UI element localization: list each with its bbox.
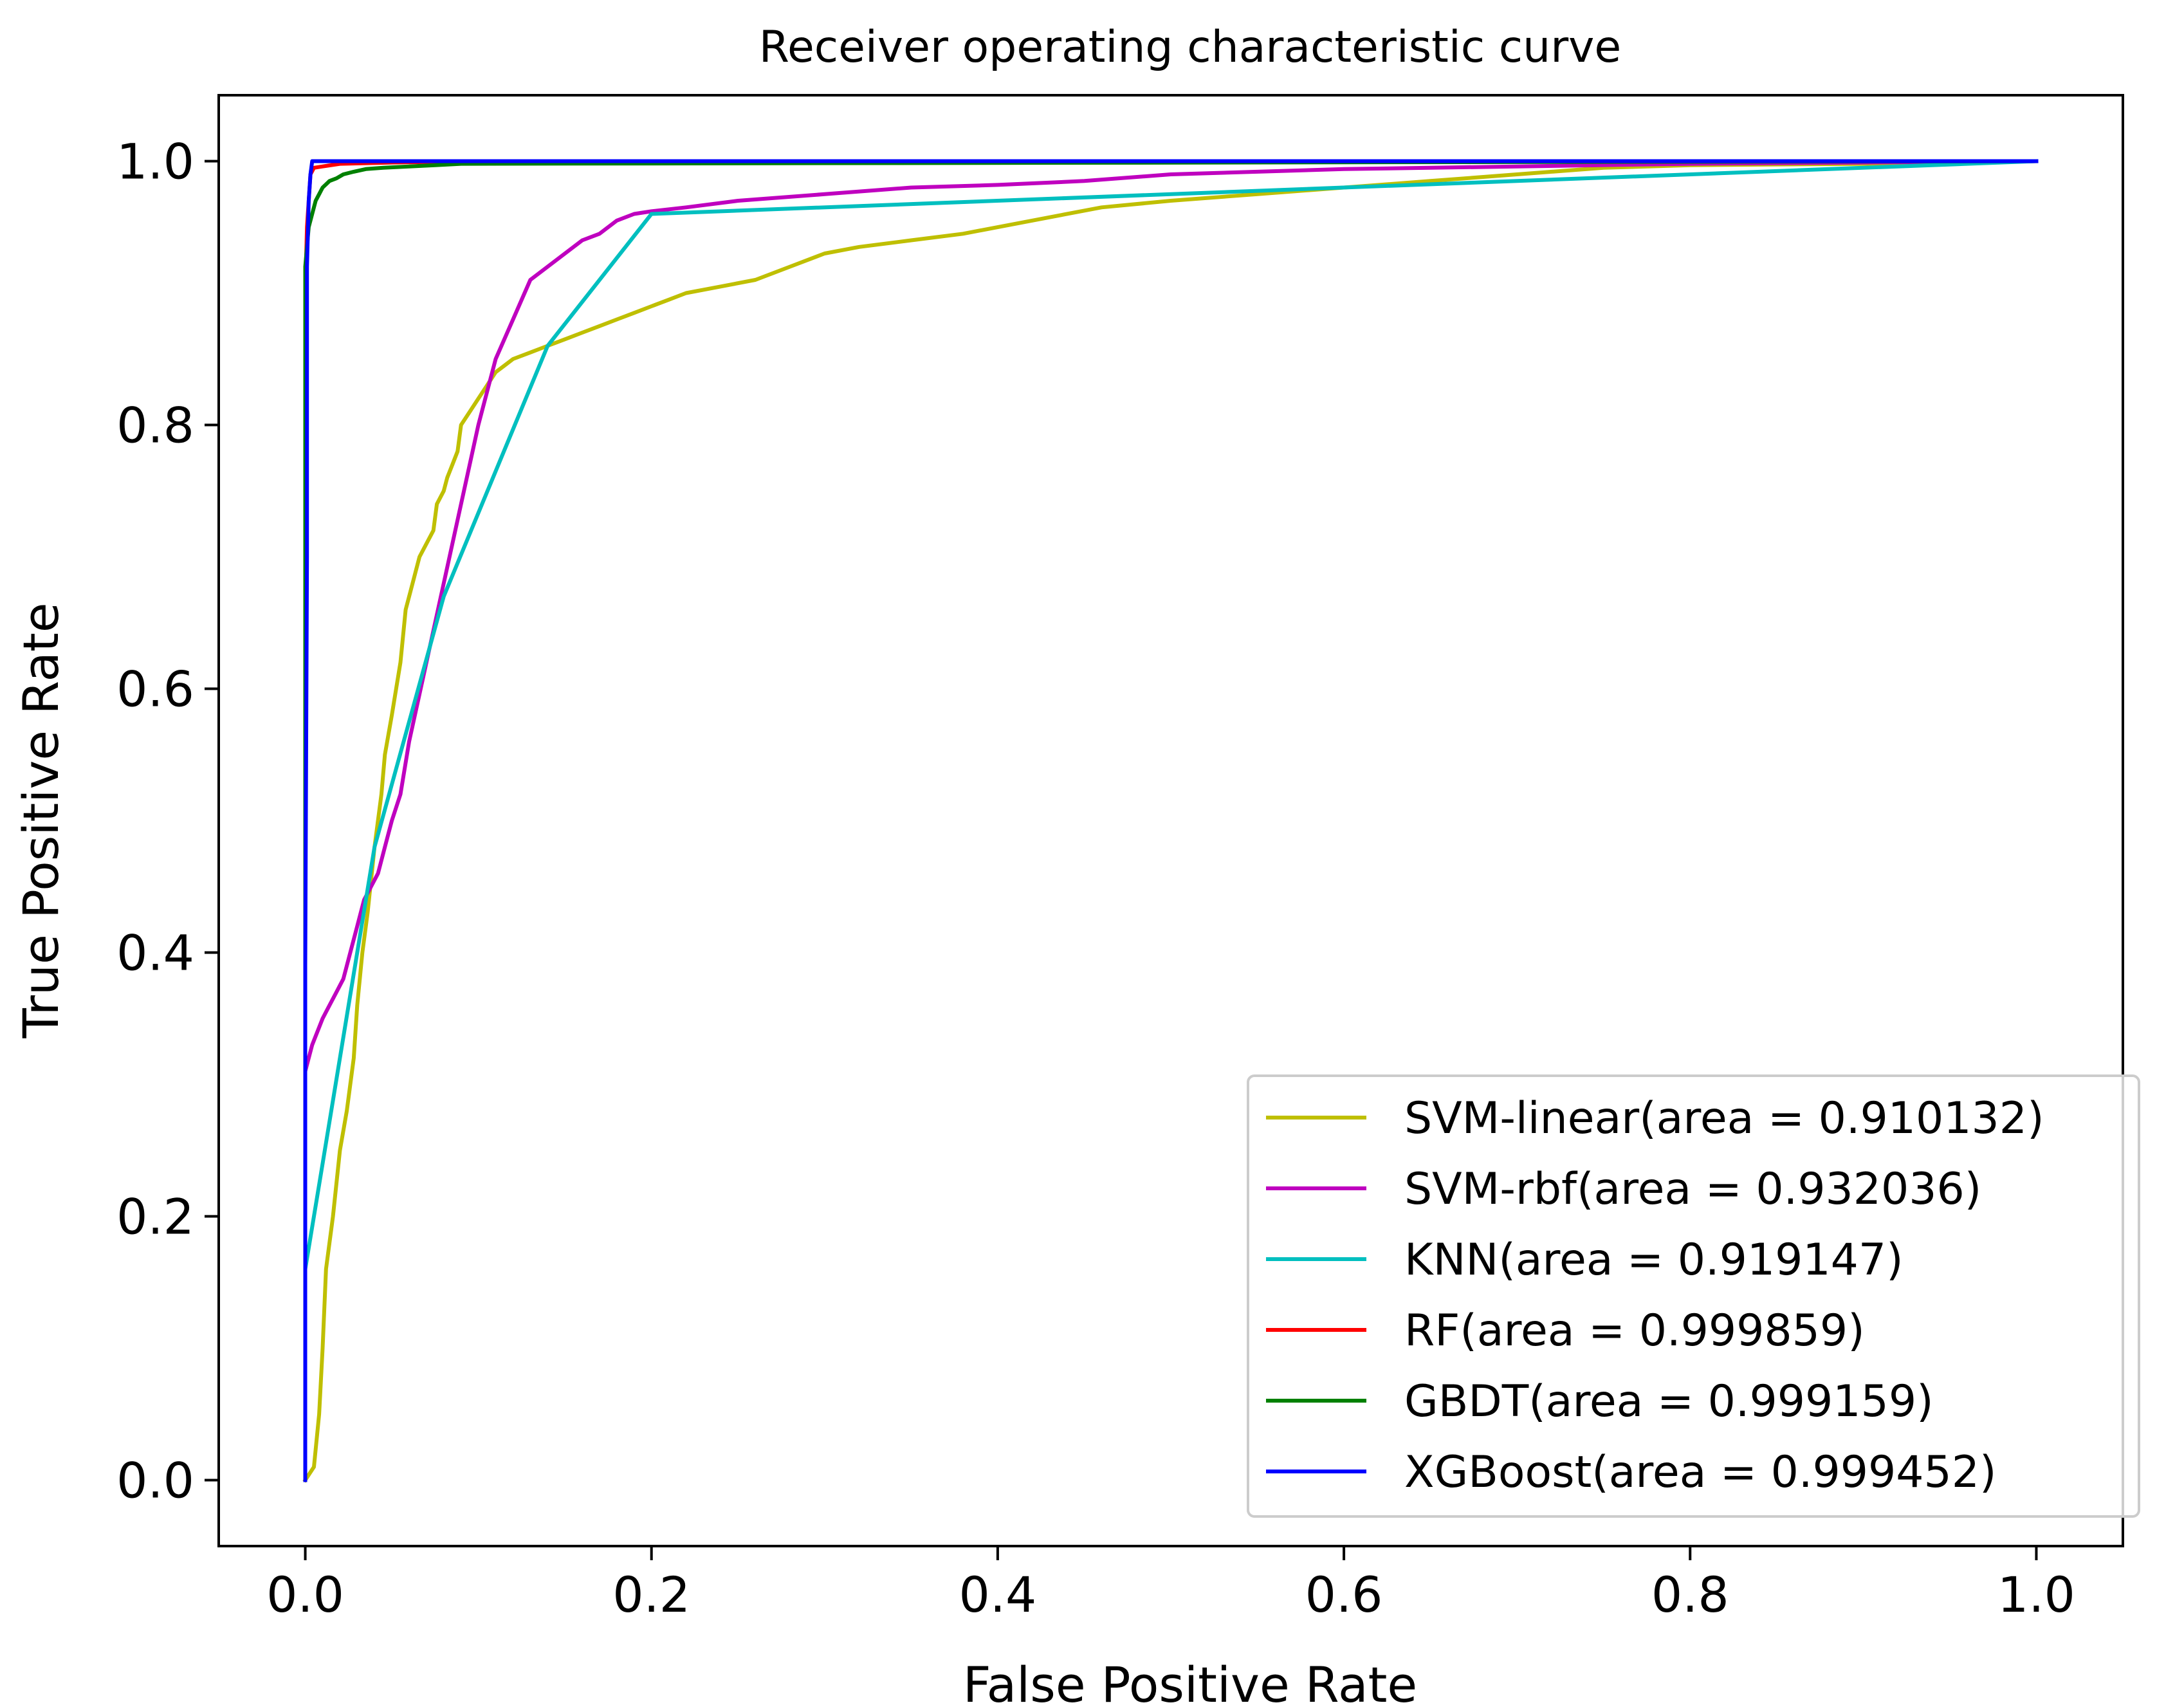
series-group — [302, 159, 2039, 1483]
legend-label-5: GBDT(area = 0.999159) — [1404, 1376, 1934, 1427]
x-axis-ticks: 0.0 0.2 0.4 0.6 0.8 1.0 — [266, 1546, 2075, 1623]
legend-label-4: RF(area = 0.999859) — [1404, 1305, 1865, 1356]
x-tick-label: 0.4 — [959, 1566, 1036, 1623]
series-line-6 — [303, 159, 2039, 1482]
x-axis-label: False Positive Rate — [963, 1656, 1417, 1705]
legend-label-3: KNN(area = 0.919147) — [1404, 1235, 1904, 1286]
x-tick-label: 0.2 — [612, 1566, 690, 1623]
y-tick-label: 0.6 — [116, 661, 194, 718]
x-tick-label: 1.0 — [1997, 1566, 2075, 1623]
x-tick-label: 0.6 — [1305, 1566, 1383, 1623]
legend-label-1: SVM-linear(area = 0.910132) — [1404, 1093, 2044, 1144]
y-tick-label: 0.4 — [116, 925, 194, 982]
plot-area — [217, 94, 2124, 1547]
legend-label-6: XGBoost(area = 0.999452) — [1404, 1447, 1997, 1498]
chart-title: Receiver operating characteristic curve — [759, 22, 1621, 73]
y-axis-ticks: 0.0 0.2 0.4 0.6 0.8 1.0 — [116, 133, 219, 1509]
legend-items: SVM-linear(area = 0.910132) SVM-rbf(area … — [1266, 1093, 2044, 1498]
series-line-2 — [303, 159, 2039, 1482]
y-tick-label: 0.8 — [116, 397, 194, 454]
legend-label-2: SVM-rbf(area = 0.932036) — [1404, 1164, 1981, 1215]
y-tick-label: 0.2 — [116, 1188, 194, 1246]
x-tick-label: 0.0 — [266, 1566, 344, 1623]
y-axis-label: True Positive Rate — [12, 603, 69, 1039]
y-tick-label: 1.0 — [116, 133, 194, 190]
series-line-3 — [303, 159, 2039, 1482]
plot-frame — [217, 94, 2124, 1547]
y-tick-label: 0.0 — [116, 1452, 194, 1509]
x-tick-label: 0.8 — [1651, 1566, 1729, 1623]
series-line-5 — [303, 159, 2039, 1482]
legend: SVM-linear(area = 0.910132) SVM-rbf(area … — [1247, 1074, 2140, 1518]
legend-frame — [1247, 1074, 2140, 1518]
